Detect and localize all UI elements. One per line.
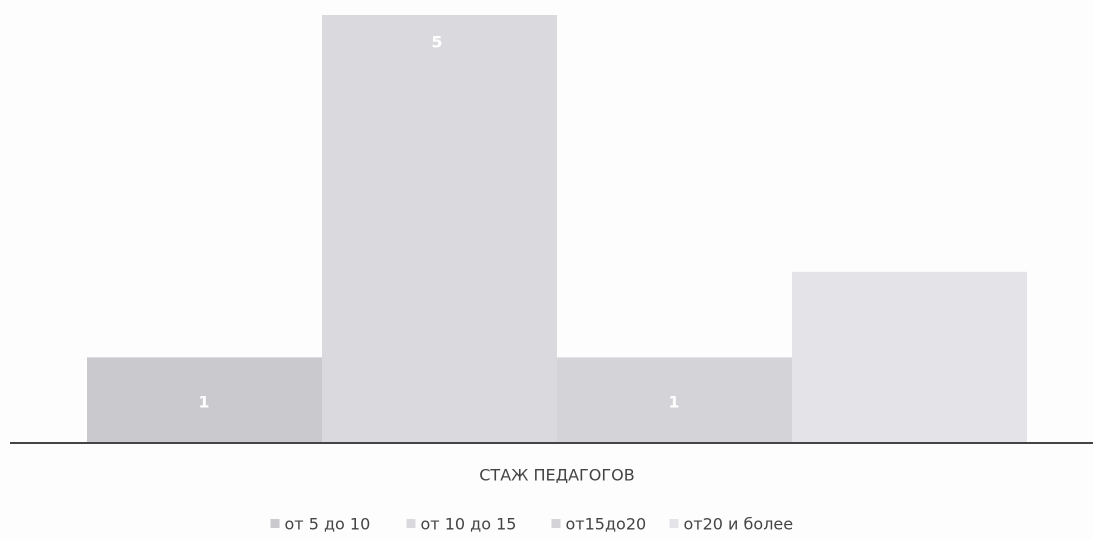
legend-label: от15до20 [566, 515, 647, 534]
legend-swatch [406, 519, 416, 528]
legend-label: от 10 до 15 [421, 515, 517, 534]
legend-swatch [270, 519, 280, 528]
legend-label: от20 и более [684, 515, 794, 534]
data-label: 1 [198, 393, 209, 412]
bar [87, 357, 322, 443]
legend-swatch [551, 519, 561, 528]
bar [322, 15, 557, 443]
data-label: 5 [431, 33, 442, 52]
bar [557, 357, 792, 443]
axis-title: СТАЖ ПЕДАГОГОВ [479, 466, 634, 485]
bar [792, 271, 1027, 443]
data-label: 1 [668, 393, 679, 412]
legend-swatch [669, 519, 679, 528]
legend-label: от 5 до 10 [285, 515, 371, 534]
